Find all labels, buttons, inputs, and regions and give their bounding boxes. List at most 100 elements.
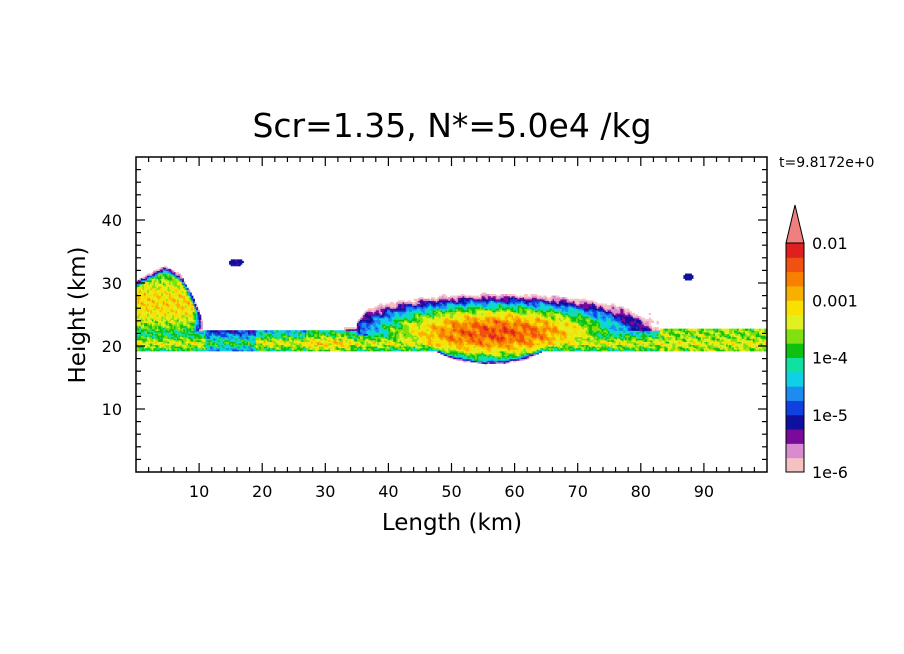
field-cell: [192, 331, 195, 334]
field-cell: [714, 338, 718, 341]
field-cell: [334, 336, 337, 339]
field-cell: [460, 352, 464, 355]
field-cell: [615, 342, 618, 346]
field-cell: [235, 333, 238, 336]
field-cell: [374, 338, 377, 341]
field-cell: [360, 331, 363, 334]
field-cell: [762, 342, 765, 346]
field-cell: [543, 349, 546, 352]
field-cell: [435, 338, 438, 341]
field-cell: [760, 339, 763, 342]
field-cell: [311, 338, 314, 341]
field-cell: [519, 353, 522, 357]
field-cell: [558, 333, 561, 336]
field-cell: [216, 342, 219, 346]
field-cell: [543, 338, 546, 341]
field-cell: [475, 338, 478, 341]
field-cell: [628, 338, 631, 341]
field-cell: [475, 357, 478, 360]
field-cell: [643, 344, 647, 347]
field-cell: [257, 334, 260, 338]
field-cell: [595, 349, 598, 352]
field-cell: [273, 333, 276, 336]
field-cell: [173, 338, 177, 341]
field-cell: [470, 339, 473, 342]
field-cell: [484, 363, 487, 366]
field-cell: [719, 341, 722, 344]
field-cell: [443, 352, 446, 355]
field-cell: [276, 349, 279, 352]
field-cell: [347, 347, 350, 350]
field-cell: [304, 339, 307, 342]
field-cell: [732, 347, 735, 350]
field-cell: [738, 349, 741, 352]
field-cell: [759, 333, 762, 336]
field-cell: [334, 333, 337, 336]
field-cell: [186, 344, 189, 347]
field-cell: [741, 336, 744, 339]
field-cell: [519, 338, 522, 341]
field-cell: [661, 342, 664, 346]
field-cell: [173, 341, 177, 344]
field-cell: [467, 333, 470, 336]
field-cell: [487, 352, 490, 355]
field-cell: [684, 339, 688, 342]
field-cell: [517, 349, 520, 352]
field-cell: [435, 334, 438, 338]
field-cell: [711, 346, 714, 349]
field-cell: [421, 333, 424, 336]
field-cell: [514, 355, 517, 358]
field-cell: [762, 334, 765, 338]
field-cell: [549, 336, 552, 339]
field-cell: [284, 339, 287, 342]
field-cell: [285, 338, 289, 341]
field-cell: [506, 338, 509, 341]
field-cell: [145, 341, 148, 344]
field-cell: [170, 338, 173, 341]
field-cell: [206, 333, 210, 336]
field-cell: [741, 342, 744, 346]
field-cell: [495, 352, 498, 355]
field-cell: [550, 334, 554, 338]
field-cell: [568, 341, 571, 344]
field-cell: [707, 334, 710, 338]
field-cell: [221, 339, 224, 342]
field-cell: [489, 338, 492, 341]
field-cell: [470, 338, 473, 341]
field-cell: [331, 344, 334, 347]
field-cell: [700, 346, 703, 349]
field-cell: [457, 347, 460, 350]
field-cell: [475, 341, 478, 344]
field-cell: [524, 347, 527, 350]
field-cell: [416, 338, 419, 341]
field-cell: [214, 347, 218, 350]
field-cell: [225, 342, 229, 346]
field-cell: [501, 338, 505, 341]
field-cell: [582, 344, 585, 347]
field-cell: [631, 349, 634, 352]
field-cell: [520, 353, 524, 357]
field-cell: [561, 334, 565, 338]
field-cell: [484, 358, 487, 361]
field-cell: [625, 334, 628, 338]
field-cell: [462, 341, 465, 344]
field-cell: [150, 342, 153, 346]
field-cell: [320, 331, 323, 334]
field-cell: [658, 333, 661, 336]
field-cell: [224, 331, 227, 334]
field-cell: [181, 341, 184, 344]
field-cell: [729, 342, 732, 346]
field-cell: [648, 349, 651, 352]
field-cell: [262, 334, 265, 338]
field-cell: [375, 334, 378, 338]
field-cell: [165, 344, 169, 347]
field-cell: [451, 333, 454, 336]
field-cell: [500, 344, 503, 347]
field-cell: [501, 347, 505, 350]
field-cell: [696, 342, 699, 346]
field-cell: [191, 347, 194, 350]
field-cell: [369, 347, 372, 350]
field-cell: [347, 331, 350, 334]
field-cell: [448, 346, 451, 349]
field-cell: [741, 341, 744, 344]
